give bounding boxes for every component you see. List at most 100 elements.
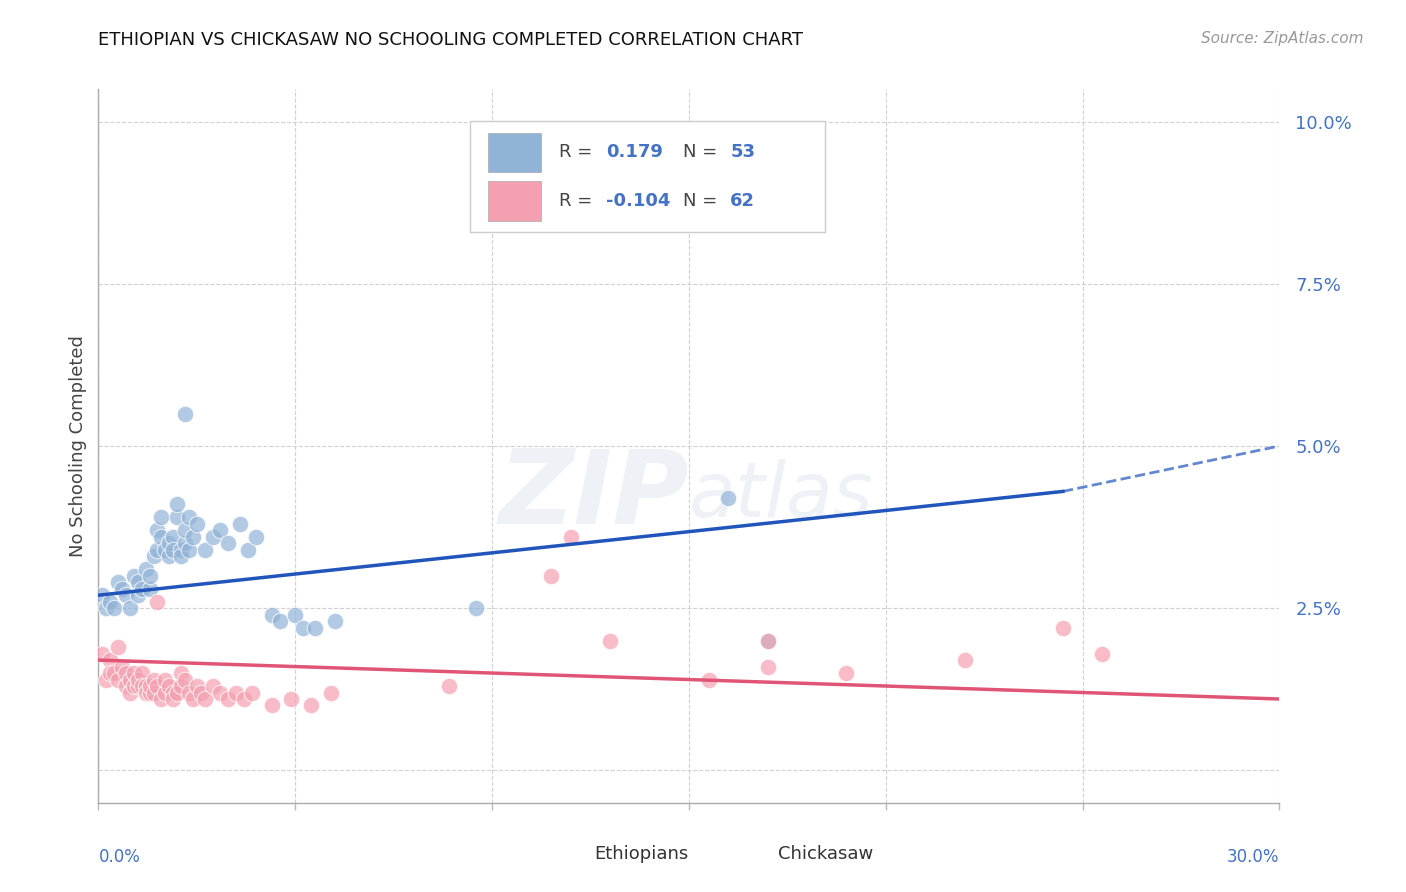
Point	[217, 692, 239, 706]
Point	[756, 633, 779, 648]
Point	[1091, 647, 1114, 661]
Point	[107, 640, 129, 654]
Point	[174, 536, 197, 550]
Point	[122, 568, 145, 582]
Text: 53: 53	[730, 144, 755, 161]
Point	[560, 530, 582, 544]
Point	[127, 588, 149, 602]
Point	[115, 588, 138, 602]
Point	[150, 530, 173, 544]
Point	[150, 692, 173, 706]
Point	[209, 524, 232, 538]
Point	[122, 679, 145, 693]
Point	[138, 568, 160, 582]
Point	[146, 679, 169, 693]
Point	[170, 542, 193, 557]
Point	[540, 568, 562, 582]
Point	[465, 601, 488, 615]
Point	[111, 582, 134, 596]
Point	[304, 621, 326, 635]
Point	[118, 673, 141, 687]
Point	[260, 607, 283, 622]
Text: atlas: atlas	[689, 459, 873, 533]
FancyBboxPatch shape	[488, 181, 541, 220]
Point	[98, 653, 121, 667]
Point	[118, 601, 141, 615]
Text: ETHIOPIAN VS CHICKASAW NO SCHOOLING COMPLETED CORRELATION CHART: ETHIOPIAN VS CHICKASAW NO SCHOOLING COMP…	[98, 31, 803, 49]
Point	[835, 666, 858, 681]
Point	[194, 692, 217, 706]
Text: N =: N =	[683, 192, 723, 210]
Point	[146, 542, 169, 557]
Point	[233, 692, 256, 706]
Point	[177, 510, 200, 524]
Point	[162, 542, 184, 557]
Point	[155, 673, 177, 687]
Point	[142, 673, 165, 687]
Point	[284, 607, 307, 622]
Text: -0.104: -0.104	[606, 192, 671, 210]
Point	[319, 685, 342, 699]
Point	[131, 582, 153, 596]
Point	[103, 666, 125, 681]
Point	[138, 679, 160, 693]
Point	[201, 530, 224, 544]
Point	[157, 536, 180, 550]
FancyBboxPatch shape	[541, 841, 586, 869]
Point	[150, 510, 173, 524]
Point	[181, 692, 204, 706]
Point	[107, 673, 129, 687]
Text: ZIP: ZIP	[498, 445, 689, 547]
Text: Ethiopians: Ethiopians	[595, 846, 689, 863]
Point	[96, 673, 118, 687]
Point	[170, 679, 193, 693]
Point	[127, 673, 149, 687]
Point	[146, 524, 169, 538]
Point	[323, 614, 346, 628]
Point	[236, 542, 259, 557]
Point	[174, 407, 197, 421]
Point	[299, 698, 322, 713]
Point	[135, 562, 157, 576]
Point	[186, 516, 208, 531]
Point	[245, 530, 267, 544]
Text: Source: ZipAtlas.com: Source: ZipAtlas.com	[1201, 31, 1364, 46]
Point	[166, 497, 188, 511]
Point	[186, 679, 208, 693]
Point	[292, 621, 315, 635]
Point	[269, 614, 291, 628]
Point	[103, 601, 125, 615]
Point	[240, 685, 263, 699]
Point	[157, 549, 180, 564]
Point	[166, 685, 188, 699]
Point	[756, 659, 779, 673]
Point	[599, 633, 621, 648]
Point	[111, 659, 134, 673]
Point	[122, 666, 145, 681]
FancyBboxPatch shape	[488, 133, 541, 172]
Point	[162, 530, 184, 544]
Point	[118, 685, 141, 699]
Text: 0.179: 0.179	[606, 144, 664, 161]
Point	[142, 685, 165, 699]
Point	[697, 673, 720, 687]
Point	[209, 685, 232, 699]
Point	[177, 542, 200, 557]
Point	[162, 692, 184, 706]
Point	[1052, 621, 1074, 635]
Point	[98, 595, 121, 609]
Text: 62: 62	[730, 192, 755, 210]
Point	[107, 575, 129, 590]
Point	[170, 666, 193, 681]
Point	[437, 679, 460, 693]
Point	[280, 692, 302, 706]
Text: N =: N =	[683, 144, 723, 161]
Point	[135, 679, 157, 693]
Point	[131, 666, 153, 681]
Point	[540, 193, 562, 207]
Point	[135, 685, 157, 699]
Text: 0.0%: 0.0%	[98, 848, 141, 866]
Point	[131, 679, 153, 693]
Point	[225, 685, 247, 699]
Point	[201, 679, 224, 693]
